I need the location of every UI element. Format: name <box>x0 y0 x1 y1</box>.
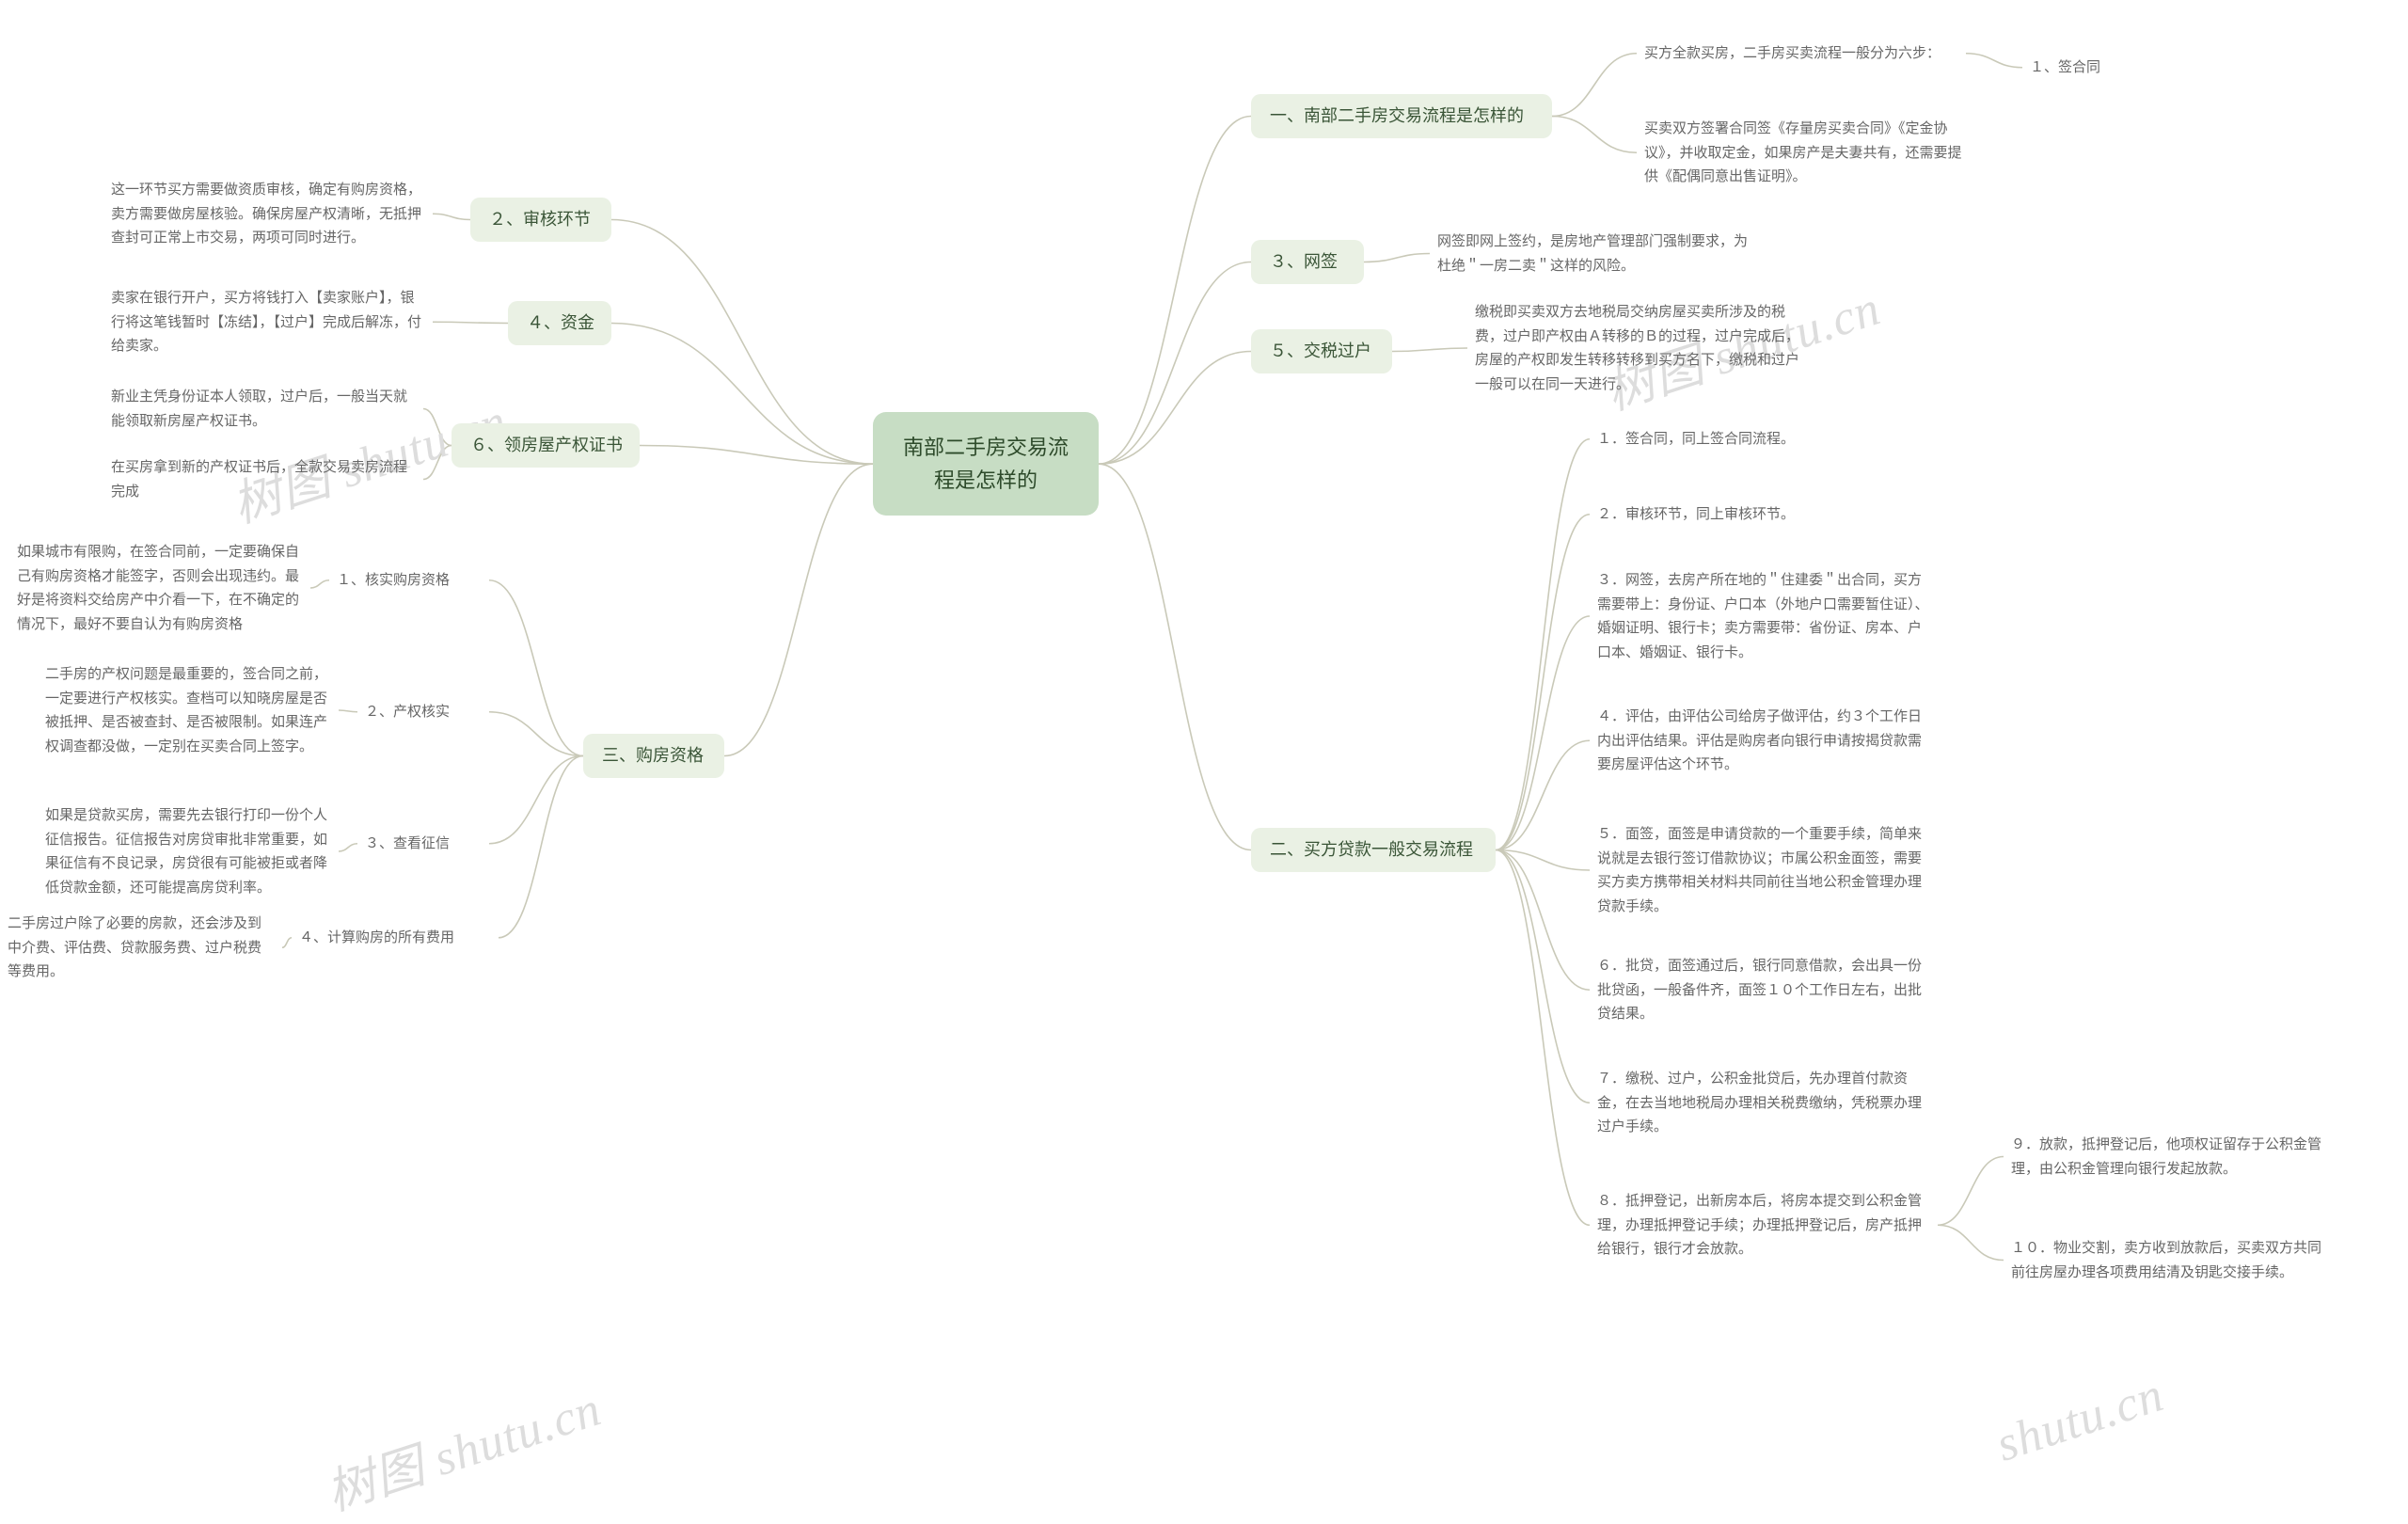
lc2: ２．审核环节，同上审核环节。 <box>1590 499 1853 531</box>
lc3: ３．网签，去房产所在地的＂住建委＂出合同，买方需要带上：身份证、户口本（外地户口… <box>1590 564 1938 668</box>
lc8a: ９．放款，抵押登记后，他项权证留存于公积金管理，由公积金管理向银行发起放款。 <box>2004 1129 2342 1184</box>
b3: ３、网签 <box>1251 240 1364 284</box>
lc5: ５．面签，面签是申请贷款的一个重要手续，简单来说就是去银行签订借款协议；市属公积… <box>1590 818 1938 922</box>
q2: ２、产权核实 <box>357 696 489 728</box>
qual: 三、购房资格 <box>583 734 724 778</box>
b1c1: 买方全款买房，二手房买卖流程一般分为六步： <box>1637 38 1966 70</box>
b3c1: 网签即网上签约，是房地产管理部门强制要求，为杜绝＂一房二卖＂这样的风险。 <box>1430 226 1759 281</box>
b5c1: 缴税即买卖双方去地税局交纳房屋买卖所涉及的税费，过户即产权由Ａ转移的Ｂ的过程，过… <box>1467 296 1815 400</box>
b5: ５、交税过户 <box>1251 329 1392 373</box>
b1: 一、南部二手房交易流程是怎样的 <box>1251 94 1552 138</box>
q3a: 如果是贷款买房，需要先去银行打印一份个人征信报告。征信报告对房贷审批非常重要，如… <box>38 800 339 903</box>
q4a: 二手房过户除了必要的房款，还会涉及到中介费、评估费、贷款服务费、过户税费等费用。 <box>0 908 282 988</box>
q4: ４、计算购房的所有费用 <box>292 922 499 954</box>
b6: ６、领房屋产权证书 <box>452 423 640 468</box>
lc7: ７．缴税、过户，公积金批贷后，先办理首付款资金，在去当地地税局办理相关税费缴纳，… <box>1590 1063 1938 1143</box>
b6c1: 新业主凭身份证本人领取，过户后，一般当天就能领取新房屋产权证书。 <box>103 381 423 437</box>
b2: ２、审核环节 <box>470 198 611 242</box>
q1a: 如果城市有限购，在签合同前，一定要确保自己有购房资格才能签字，否则会出现违约。最… <box>9 536 310 640</box>
b4: ４、资金 <box>508 301 611 345</box>
loan: 二、买方贷款一般交易流程 <box>1251 828 1496 872</box>
lc8b: １０．物业交割，卖方收到放款后，买卖双方共同前往房屋办理各项费用结清及钥匙交接手… <box>2004 1232 2342 1288</box>
lc4: ４．评估，由评估公司给房子做评估，约３个工作日内出评估结果。评估是购房者向银行申… <box>1590 701 1938 781</box>
q1: １、核实购房资格 <box>329 564 489 596</box>
b1c2: 买卖双方签署合同签《存量房买卖合同》《定金协议》，并收取定金，如果房产是夫妻共有… <box>1637 113 1975 193</box>
b4c1: 卖家在银行开户，买方将钱打入【卖家账户】，银行将这笔钱暂时【冻结】，【过户】完成… <box>103 282 433 362</box>
b2c1: 这一环节买方需要做资质审核，确定有购房资格，卖方需要做房屋核验。确保房屋产权清晰… <box>103 174 433 254</box>
lc8: ８．抵押登记，出新房本后，将房本提交到公积金管理，办理抵押登记手续；办理抵押登记… <box>1590 1185 1938 1265</box>
q3: ３、查看征信 <box>357 828 489 860</box>
b6c2: 在买房拿到新的产权证书后，全款交易卖房流程完成 <box>103 452 423 507</box>
watermark: shutu.cn <box>1989 1367 2170 1473</box>
root-node: 南部二手房交易流程是怎样的 <box>873 412 1099 516</box>
watermark: 树图 shutu.cn <box>316 1369 609 1524</box>
q2a: 二手房的产权问题是最重要的，签合同之前，一定要进行产权核实。查档可以知晓房屋是否… <box>38 659 339 762</box>
b1c1a: １、签合同 <box>2022 52 2135 84</box>
lc1: １．签合同，同上签合同流程。 <box>1590 423 1853 455</box>
lc6: ６．批贷，面签通过后，银行同意借款，会出具一份批贷函，一般备件齐，面签１０个工作… <box>1590 950 1938 1030</box>
